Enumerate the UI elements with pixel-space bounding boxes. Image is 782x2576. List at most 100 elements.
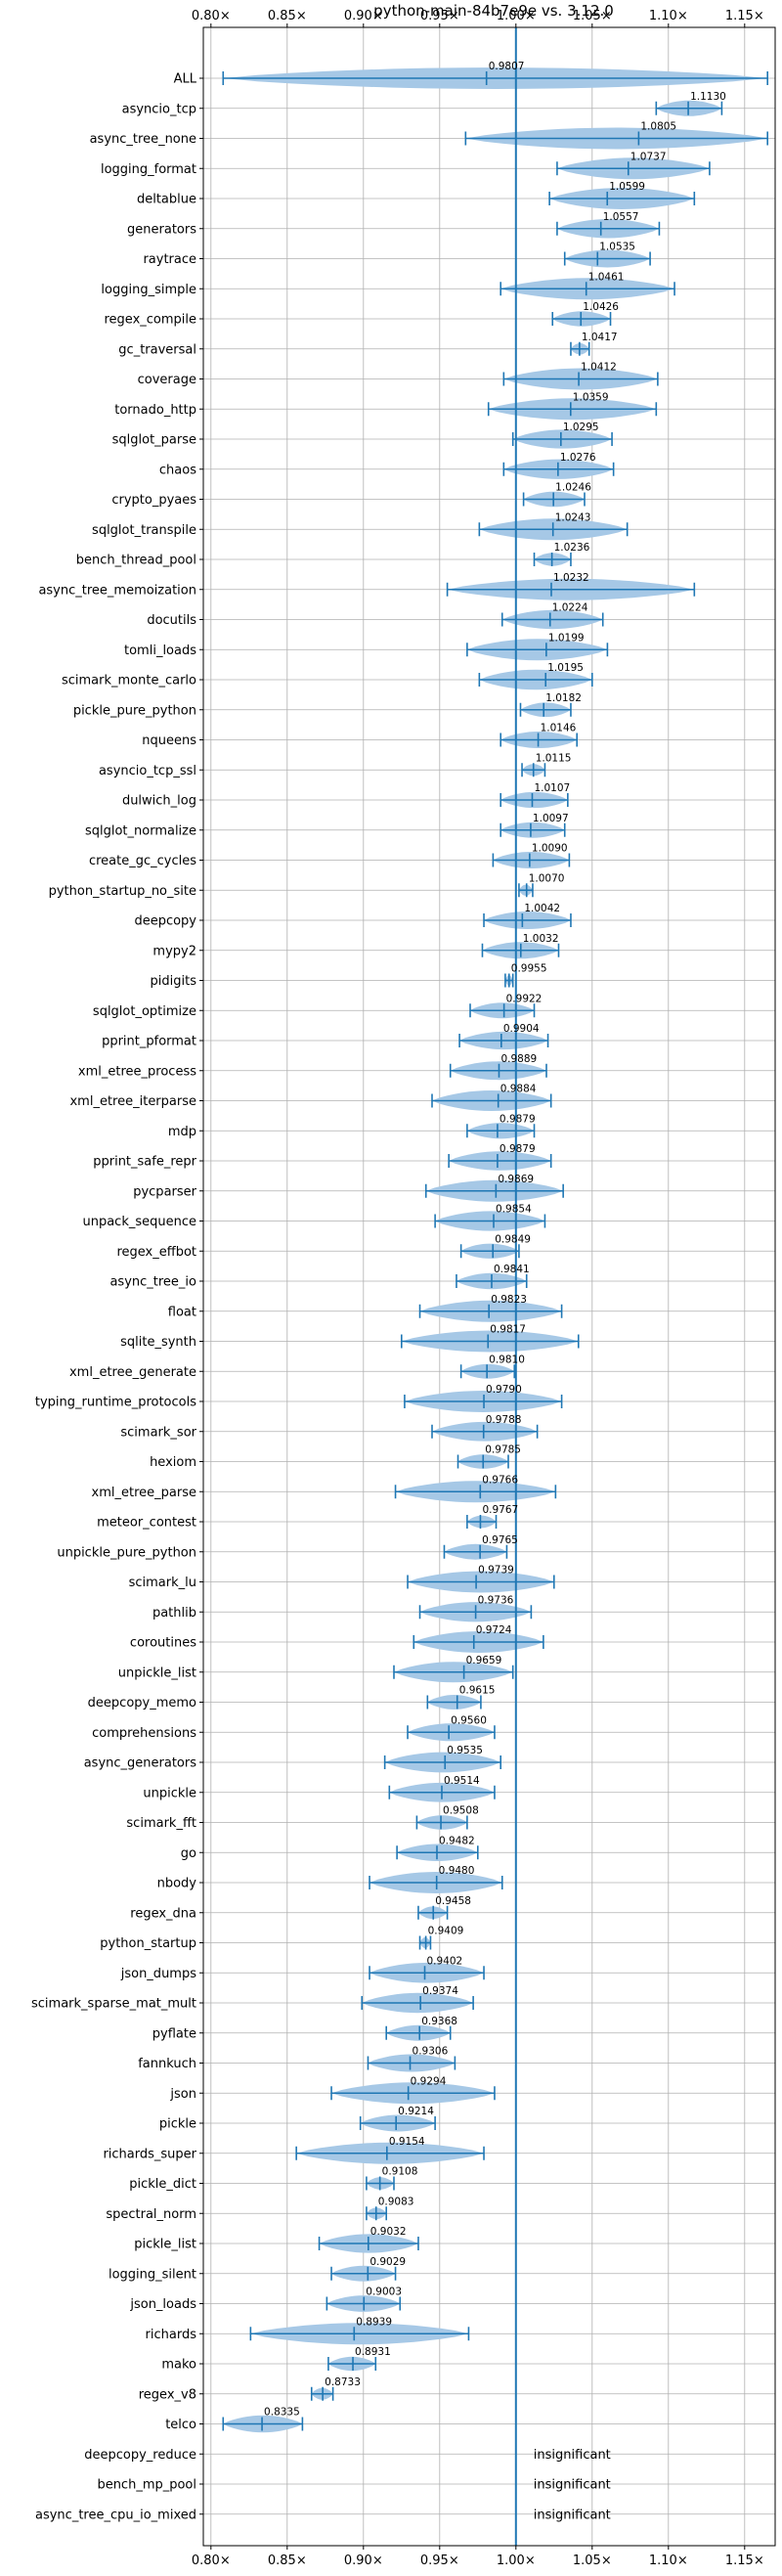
x-tick-label-top: 0.85× <box>268 9 307 23</box>
median-value-label: 0.9108 <box>382 2166 418 2178</box>
median-value-label: 1.0412 <box>581 362 617 374</box>
median-value-label: 1.0737 <box>630 151 667 162</box>
median-value-label: 0.9922 <box>506 993 543 1004</box>
x-tick-label-bottom: 0.95× <box>420 2554 459 2568</box>
benchmark-label: scimark_sor <box>120 1425 196 1440</box>
benchmark-label: logging_silent <box>109 2267 196 2282</box>
benchmark-label: sqlite_synth <box>120 1335 196 1350</box>
median-value-label: 1.0295 <box>563 422 599 433</box>
violin-whiskers <box>222 71 769 2431</box>
benchmark-label: python_startup_no_site <box>49 884 196 899</box>
benchmark-label: unpickle <box>143 1786 196 1800</box>
benchmark-label: go <box>181 1846 196 1861</box>
x-tick-label-bottom: 1.10× <box>649 2554 688 2568</box>
median-value-label: 1.0417 <box>582 332 618 343</box>
median-value-label: 0.9854 <box>496 1204 532 1216</box>
benchmark-label: xml_etree_generate <box>69 1365 196 1380</box>
x-tick-label-top: 0.90× <box>344 9 383 23</box>
median-value-label: 1.0090 <box>532 843 568 855</box>
benchmark-label: regex_dna <box>130 1906 196 1921</box>
benchmark-label: hexiom <box>150 1455 196 1470</box>
benchmark-label: asyncio_tcp_ssl <box>99 764 196 778</box>
median-value-label: 0.9482 <box>439 1835 475 1846</box>
benchmark-label: regex_effbot <box>116 1245 196 1260</box>
benchmark-label: unpack_sequence <box>82 1215 196 1229</box>
insignificant-note: insignificant <box>534 2448 611 2463</box>
median-value-label: 1.0461 <box>588 271 625 283</box>
benchmark-label: regex_compile <box>104 313 196 328</box>
benchmark-label: pickle <box>159 2117 196 2132</box>
benchmark-label: unpickle_pure_python <box>57 1545 196 1560</box>
benchmark-label: sqlglot_transpile <box>92 523 196 538</box>
median-value-label: 0.9032 <box>370 2226 407 2238</box>
benchmark-label: unpickle_list <box>118 1666 196 1680</box>
benchmark-label: generators <box>127 222 196 237</box>
benchmark-label: deepcopy_memo <box>88 1696 196 1710</box>
median-value-label: 1.0107 <box>534 782 570 794</box>
median-value-label: 0.9003 <box>366 2287 402 2298</box>
median-value-label: 0.9904 <box>503 1023 540 1035</box>
benchmark-label: scimark_fft <box>126 1816 196 1831</box>
benchmark-label: crypto_pyaes <box>111 493 196 508</box>
median-value-label: 1.0276 <box>560 452 596 464</box>
benchmark-label: meteor_contest <box>97 1516 196 1531</box>
chart-title: python-main-84b7e9e vs. 3.12.0 <box>373 2 614 20</box>
median-value-label: 0.9766 <box>482 1474 518 1486</box>
median-value-label: 1.0805 <box>640 121 676 133</box>
benchmark-label: pathlib <box>152 1606 196 1621</box>
median-value-label: 0.9884 <box>500 1084 537 1095</box>
benchmark-label: mypy2 <box>152 944 196 958</box>
median-value-label: 0.9823 <box>491 1294 527 1306</box>
insignificant-note: insignificant <box>534 2508 611 2522</box>
median-value-label: 1.0557 <box>603 211 639 223</box>
median-value-label: 0.8931 <box>355 2346 391 2358</box>
benchmark-label: nqueens <box>142 733 196 748</box>
benchmark-label: richards <box>146 2328 197 2342</box>
median-value-label: 0.9514 <box>444 1775 480 1787</box>
median-value-label: 0.9615 <box>459 1685 496 1697</box>
insignificant-note: insignificant <box>534 2478 611 2493</box>
median-value-label: 1.0236 <box>554 542 590 554</box>
benchmark-label: xml_etree_iterparse <box>69 1094 196 1109</box>
benchmark-label: richards_super <box>103 2147 196 2161</box>
benchmark-label: pprint_safe_repr <box>93 1155 196 1170</box>
median-value-label: 0.9765 <box>482 1534 518 1546</box>
benchmark-label: asyncio_tcp <box>122 102 196 116</box>
median-value-label: 1.0097 <box>533 813 569 824</box>
median-value-label: 1.0246 <box>555 482 591 494</box>
benchmark-label: scimark_lu <box>129 1576 196 1590</box>
median-value-label: 0.9029 <box>369 2256 406 2268</box>
median-value-label: 0.9480 <box>439 1865 475 1877</box>
benchmark-label: pickle_list <box>134 2238 196 2252</box>
x-tick-label-bottom: 0.80× <box>192 2554 231 2568</box>
benchmark-label: json_dumps <box>120 1967 196 1981</box>
benchmark-label: coroutines <box>130 1636 196 1651</box>
x-tick-label-top: 0.95× <box>420 9 459 23</box>
median-value-label: 0.9368 <box>421 2016 457 2027</box>
benchmark-label: pyflate <box>152 2026 196 2041</box>
benchmark-label: pickle_pure_python <box>73 703 196 718</box>
benchmark-label: fannkuch <box>138 2057 196 2071</box>
median-value-label: 0.9560 <box>451 1714 487 1726</box>
median-value-label: 0.9409 <box>428 1926 464 1937</box>
benchmark-label: sqlglot_parse <box>112 433 196 448</box>
benchmark-label: deepcopy_reduce <box>84 2448 196 2463</box>
median-value-label: 1.0224 <box>552 602 588 614</box>
x-tick-label-top: 1.05× <box>573 9 612 23</box>
benchmark-label: tomli_loads <box>124 644 196 658</box>
benchmark-label: pidigits <box>151 974 197 989</box>
x-tick-label-bottom: 1.15× <box>725 2554 764 2568</box>
benchmark-label: chaos <box>159 463 196 477</box>
median-value-label: 0.9767 <box>482 1504 518 1516</box>
median-value-label: 1.0599 <box>609 181 645 193</box>
benchmark-label: pickle_dict <box>129 2177 196 2192</box>
median-value-label: 0.9214 <box>398 2106 434 2117</box>
benchmark-label: mako <box>161 2358 196 2373</box>
median-value-label: 0.9817 <box>490 1324 526 1336</box>
median-value-label: 0.9294 <box>411 2075 447 2087</box>
x-tick-label-top: 0.80× <box>192 9 231 23</box>
median-value-label: 0.9508 <box>443 1805 479 1817</box>
benchmark-label: async_tree_memoization <box>38 583 196 598</box>
benchmark-label: pprint_pformat <box>102 1035 196 1049</box>
median-value-label: 1.0243 <box>555 511 591 523</box>
